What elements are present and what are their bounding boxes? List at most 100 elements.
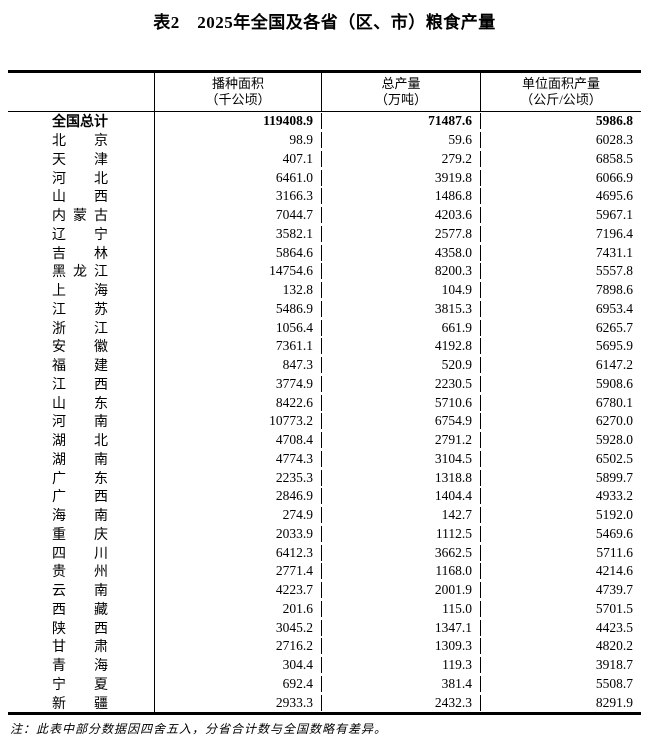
- table-row: 甘肃 2716.2 1309.3 4820.2: [8, 636, 641, 657]
- cell-yield: 5928.0: [595, 432, 633, 448]
- row-label-cell: 甘肃: [8, 636, 155, 657]
- row-label: 江苏: [52, 302, 108, 318]
- table-row: 辽宁 3582.1 2577.8 7196.4: [8, 223, 641, 244]
- cell-sown-area: 3045.2: [155, 619, 322, 636]
- cell-total-output: 1347.1: [322, 619, 481, 636]
- row-label-cell: 江西: [8, 373, 155, 394]
- row-label-cell: 云南: [8, 580, 155, 601]
- row-label: 浙江: [52, 321, 108, 337]
- cell-yield: 5908.6: [595, 375, 633, 391]
- cell-yield: 5986.8: [595, 113, 633, 129]
- row-label-cell: 贵州: [8, 561, 155, 582]
- row-label: 湖北: [52, 434, 108, 450]
- row-label: 四川: [52, 546, 108, 562]
- row-label: 天津: [52, 152, 108, 168]
- cell-total-output: 142.7: [322, 507, 481, 524]
- cell-total-output: 5710.6: [322, 394, 481, 411]
- cell-yield: 5701.5: [595, 600, 633, 616]
- cell-total-output: 2791.2: [322, 432, 481, 449]
- column-header-line: 单位面积产量: [521, 76, 600, 91]
- row-label-cell: 广东: [8, 467, 155, 488]
- row-label: 陕西: [52, 621, 108, 637]
- cell-yield: 4933.2: [595, 488, 633, 504]
- cell-sown-area: 132.8: [155, 282, 322, 299]
- row-label: 北京: [52, 134, 108, 150]
- cell-yield: 7431.1: [595, 244, 633, 260]
- cell-total-output: 1318.8: [322, 469, 481, 486]
- row-label: 全国总计: [52, 115, 108, 131]
- table-row: 全国总计 119408.9 71487.6 5986.8: [8, 111, 641, 132]
- row-label: 山东: [52, 396, 108, 412]
- cell-sown-area: 2716.2: [155, 638, 322, 655]
- cell-yield: 8291.9: [595, 694, 633, 710]
- cell-yield: 6028.3: [595, 132, 633, 148]
- column-header-unit: （公斤/公顷）: [520, 92, 602, 107]
- cell-sown-area: 10773.2: [155, 413, 322, 430]
- table-row: 浙江 1056.4 661.9 6265.7: [8, 317, 641, 338]
- row-label: 云南: [52, 584, 108, 600]
- table-row: 西藏 201.6 115.0 5701.5: [8, 598, 641, 619]
- table-row: 江苏 5486.9 3815.3 6953.4: [8, 298, 641, 319]
- cell-sown-area: 119408.9: [155, 113, 322, 130]
- row-label-cell: 陕西: [8, 617, 155, 638]
- table-row: 北京 98.9 59.6 6028.3: [8, 130, 641, 151]
- table-row: 湖北 4708.4 2791.2 5928.0: [8, 430, 641, 451]
- cell-total-output: 104.9: [322, 282, 481, 299]
- row-label-cell: 西藏: [8, 598, 155, 619]
- cell-sown-area: 2846.9: [155, 488, 322, 505]
- row-label-cell: 青海: [8, 655, 155, 676]
- row-label-cell: 山西: [8, 186, 155, 207]
- row-label-cell: 广西: [8, 486, 155, 507]
- cell-sown-area: 3774.9: [155, 375, 322, 392]
- table-row: 吉林 5864.6 4358.0 7431.1: [8, 242, 641, 263]
- cell-total-output: 3662.5: [322, 544, 481, 561]
- row-label-cell: 福建: [8, 355, 155, 376]
- row-label: 湖南: [52, 452, 108, 468]
- row-label: 河北: [52, 171, 108, 187]
- row-label: 内蒙古: [52, 209, 108, 225]
- table-body: 全国总计 119408.9 71487.6 5986.8 北京 98.9 59.…: [8, 111, 641, 713]
- row-label: 辽宁: [52, 227, 108, 243]
- cell-sown-area: 274.9: [155, 507, 322, 524]
- row-label-cell: 宁夏: [8, 673, 155, 694]
- cell-yield: 5557.8: [595, 263, 633, 279]
- cell-sown-area: 7361.1: [155, 338, 322, 355]
- row-label: 山西: [52, 190, 108, 206]
- column-header-line: 总产量: [381, 76, 421, 91]
- table-row: 海南 274.9 142.7 5192.0: [8, 505, 641, 526]
- row-label-cell: 辽宁: [8, 223, 155, 244]
- row-label-cell: 海南: [8, 505, 155, 526]
- row-label: 吉林: [52, 246, 108, 262]
- cell-total-output: 3919.8: [322, 169, 481, 186]
- row-label: 江西: [52, 377, 108, 393]
- cell-total-output: 2432.3: [322, 694, 481, 711]
- cell-sown-area: 2933.3: [155, 694, 322, 711]
- table-row: 天津 407.1 279.2 6858.5: [8, 148, 641, 169]
- cell-sown-area: 3166.3: [155, 188, 322, 205]
- row-label: 安徽: [52, 340, 108, 356]
- cell-total-output: 59.6: [322, 132, 481, 149]
- cell-yield: 3918.7: [595, 657, 633, 673]
- column-header-total-output: 总产量 （万吨）: [322, 73, 481, 111]
- cell-total-output: 2577.8: [322, 225, 481, 242]
- table-row: 贵州 2771.4 1168.0 4214.6: [8, 561, 641, 582]
- cell-sown-area: 2033.9: [155, 525, 322, 542]
- cell-total-output: 520.9: [322, 357, 481, 374]
- cell-yield: 6147.2: [595, 357, 633, 373]
- row-label-cell: 上海: [8, 280, 155, 301]
- row-label: 贵州: [52, 565, 108, 581]
- row-label-cell: 北京: [8, 130, 155, 151]
- cell-yield: 4214.6: [595, 563, 633, 579]
- table-row: 陕西 3045.2 1347.1 4423.5: [8, 617, 641, 638]
- cell-yield: 6502.5: [595, 450, 633, 466]
- cell-yield: 5967.1: [595, 207, 633, 223]
- column-header-sown-area: 播种面积 （千公顷）: [155, 73, 322, 111]
- column-header-line: 播种面积: [211, 76, 264, 91]
- cell-sown-area: 6461.0: [155, 169, 322, 186]
- row-label: 青海: [52, 659, 108, 675]
- cell-sown-area: 5486.9: [155, 300, 322, 317]
- cell-sown-area: 14754.6: [155, 263, 322, 280]
- cell-total-output: 115.0: [322, 600, 481, 617]
- cell-yield: 6858.5: [595, 150, 633, 166]
- cell-yield: 4695.6: [595, 188, 633, 204]
